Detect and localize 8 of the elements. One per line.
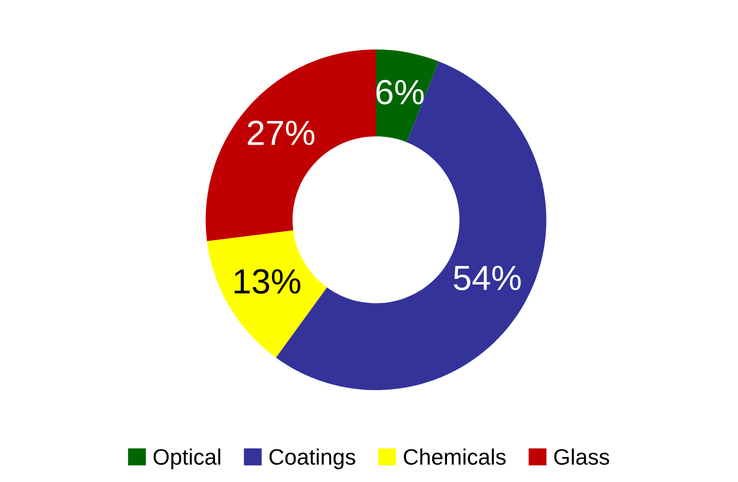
- data-label: 54%: [454, 266, 521, 290]
- data-label: 13%: [234, 269, 300, 294]
- legend-label: Optical: [154, 448, 220, 470]
- legend-label: Chemicals: [404, 448, 506, 465]
- legend-label: Glass: [554, 448, 610, 465]
- data-label: 6%: [376, 80, 424, 104]
- legend-label: Coatings: [269, 448, 356, 470]
- data-label: 27%: [248, 120, 314, 146]
